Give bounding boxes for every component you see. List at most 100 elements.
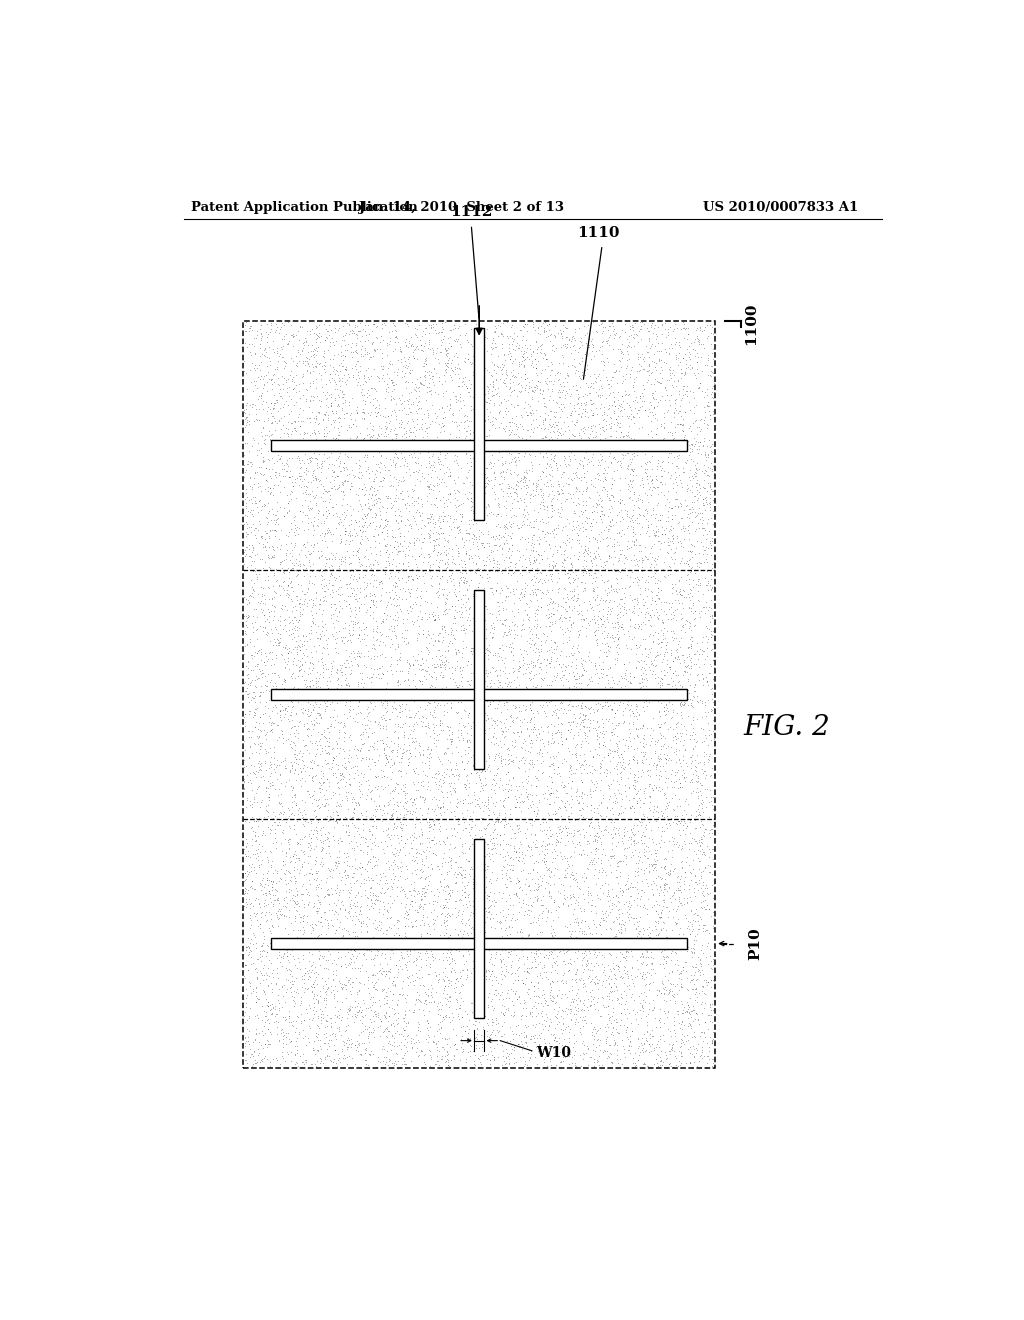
Point <box>670 634 686 655</box>
Point <box>693 784 710 805</box>
Point <box>549 962 565 983</box>
Point <box>310 876 327 898</box>
Point <box>451 923 467 944</box>
Point <box>644 953 660 974</box>
Point <box>324 692 340 713</box>
Point <box>309 337 326 358</box>
Point <box>375 470 391 491</box>
Point <box>621 577 637 598</box>
Point <box>466 755 482 776</box>
Point <box>512 467 528 488</box>
Point <box>611 850 628 871</box>
Point <box>540 599 556 620</box>
Point <box>521 1003 538 1024</box>
Point <box>674 676 690 697</box>
Point <box>647 424 664 445</box>
Point <box>477 818 494 840</box>
Point <box>642 1027 658 1048</box>
Point <box>400 347 417 368</box>
Point <box>499 739 515 760</box>
Point <box>387 931 403 952</box>
Point <box>270 870 287 891</box>
Point <box>558 618 574 639</box>
Point <box>585 546 601 568</box>
Point <box>666 517 682 539</box>
Point <box>337 392 353 413</box>
Point <box>639 484 655 506</box>
Point <box>402 437 419 458</box>
Point <box>577 727 593 748</box>
Point <box>674 776 690 797</box>
Point <box>415 841 431 862</box>
Point <box>481 379 498 400</box>
Point <box>414 503 430 524</box>
Point <box>352 729 369 750</box>
Point <box>620 560 636 581</box>
Point <box>432 796 449 817</box>
Point <box>655 713 672 734</box>
Point <box>577 722 593 743</box>
Point <box>504 412 520 433</box>
Point <box>337 694 353 715</box>
Point <box>284 738 300 759</box>
Point <box>272 858 289 879</box>
Point <box>240 664 256 685</box>
Point <box>508 884 524 906</box>
Point <box>300 453 316 474</box>
Point <box>675 999 691 1020</box>
Point <box>437 880 454 902</box>
Point <box>444 404 461 425</box>
Point <box>507 682 523 704</box>
Point <box>545 733 561 754</box>
Point <box>500 762 516 783</box>
Point <box>561 378 578 399</box>
Point <box>546 792 562 813</box>
Point <box>587 829 603 850</box>
Point <box>656 701 673 722</box>
Point <box>362 428 379 449</box>
Point <box>557 775 573 796</box>
Point <box>283 977 299 998</box>
Point <box>554 532 570 553</box>
Point <box>639 807 655 828</box>
Point <box>307 1026 324 1047</box>
Point <box>605 627 622 648</box>
Point <box>412 896 428 917</box>
Point <box>561 607 578 628</box>
Point <box>599 879 615 900</box>
Point <box>409 409 425 430</box>
Point <box>397 422 414 444</box>
Point <box>511 1034 527 1055</box>
Point <box>308 708 325 729</box>
Point <box>658 697 675 718</box>
Point <box>560 532 577 553</box>
Point <box>384 681 400 702</box>
Point <box>666 800 682 821</box>
Point <box>457 887 473 908</box>
Point <box>591 817 607 838</box>
Point <box>646 854 663 875</box>
Point <box>424 445 440 466</box>
Point <box>285 1015 301 1036</box>
Point <box>362 366 379 387</box>
Point <box>305 418 322 440</box>
Point <box>410 453 426 474</box>
Point <box>446 628 463 649</box>
Point <box>238 495 254 516</box>
Point <box>480 640 497 661</box>
Point <box>679 478 695 499</box>
Point <box>652 471 669 492</box>
Point <box>497 966 513 987</box>
Point <box>517 883 534 904</box>
Point <box>490 1012 507 1034</box>
Point <box>409 337 425 358</box>
Point <box>428 313 444 334</box>
Point <box>679 1024 695 1045</box>
Point <box>306 487 323 508</box>
Point <box>349 1040 366 1061</box>
Point <box>489 591 506 612</box>
Point <box>473 376 489 397</box>
Point <box>422 837 438 858</box>
Point <box>519 797 536 818</box>
Point <box>345 946 361 968</box>
